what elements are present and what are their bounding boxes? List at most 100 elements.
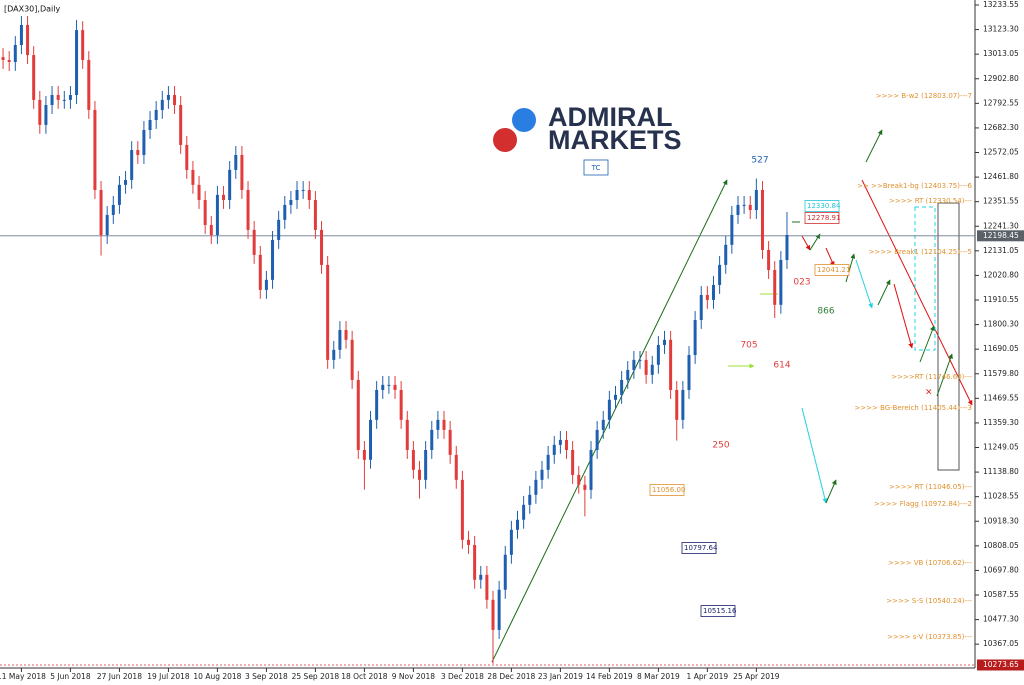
logo-text: MARKETS [548,125,682,155]
candle-body [344,330,348,340]
candle-body [405,419,409,450]
level-label: >>>> s-V (10373.85)--- [887,633,972,641]
annotation: 10797.64 [684,544,718,552]
badge: TC [591,164,601,172]
y-tick-label: 11690.05 [983,344,1019,353]
candle-body [675,389,679,420]
level-label: >>>> VB (10706.62)--- [888,559,972,567]
candle-body [332,349,336,360]
y-tick-label: 11579.80 [983,369,1019,378]
y-tick-label: 11249.05 [983,443,1019,452]
candle-body [1,57,5,60]
zone-box [937,202,960,471]
zone-box [914,206,936,351]
candle-body [215,194,219,236]
candle-body [693,319,697,355]
annotation-box [649,484,685,496]
arrow [801,407,828,504]
candle-body [436,419,440,430]
candle-body [7,59,11,62]
candle-body [381,384,385,390]
candle-body [583,484,587,490]
x-tick-label: 1 Apr 2019 [687,672,729,681]
candle-body [393,384,397,390]
candle-body [516,519,520,530]
candle-body [320,229,324,265]
candle-body [503,554,507,590]
y-tick-label: 12351.55 [983,197,1019,206]
candle-body [283,204,287,220]
candle-body [705,295,709,300]
candle-body [228,169,232,201]
candle-body [271,239,275,280]
candle-body [289,200,293,205]
candle-body [313,200,317,230]
candle-body [650,364,654,375]
low-line-label: 10273.65 [983,660,1019,669]
y-tick-label: 12792.55 [983,98,1019,107]
candle-body [375,389,379,420]
candle-body [620,379,624,395]
x-tick-label: 9 Nov 2018 [392,672,435,681]
annotation: 12041.21 [817,266,850,274]
candle-body [626,369,630,380]
candle-body [522,504,526,520]
candle-body [111,204,115,215]
candle-body [448,429,452,455]
badge-box [583,159,609,176]
candle-body [638,359,642,361]
y-tick-label: 10918.30 [983,516,1019,525]
x-tick-label: 25 Sep 2018 [292,672,340,681]
candle-body [454,454,458,480]
y-tick-label: 13123.30 [983,25,1019,34]
candle-body [117,184,121,205]
level-label: >>>> Flagg (10972.84)---2 [874,500,972,508]
candle-body [209,224,213,236]
candle-body [173,94,177,106]
candle-body [571,449,575,475]
candle-body [32,55,36,100]
candle-body [277,219,281,240]
candle-body [565,439,569,450]
arrow [825,479,837,504]
arrow [919,325,935,363]
y-tick-label: 12902.80 [983,74,1019,83]
candle-body [607,399,611,420]
candle-body [497,589,501,630]
candle-body [534,479,538,495]
candle-body [467,539,471,545]
candle-body [540,469,544,480]
arrow [936,353,953,397]
x-tick-label: 5 Jun 2018 [50,672,91,681]
candle-body [399,389,403,420]
candle-body [485,574,489,600]
annotation: 12278.91 [807,214,840,222]
candle-body [301,189,305,191]
annotation: 023 [793,278,810,288]
arrow [877,279,891,306]
candle-body [87,59,91,110]
y-tick-label: 11138.80 [983,467,1019,476]
candle-body [742,204,746,206]
candle-body [185,144,189,170]
price-label-bg [977,659,1024,671]
watermark-logo: ADMIRAL MARKETS [493,102,682,155]
candle-body [240,154,244,190]
candle-body [369,419,373,460]
candle-body [222,194,226,201]
candle-body [711,284,715,300]
candle-body [234,154,238,170]
candle-body [656,344,660,365]
candle-body [577,474,581,485]
annotation-box [814,264,850,276]
x-tick-label: 3 Dec 2018 [441,672,484,681]
candle-body [148,119,152,130]
x-tick-label: 19 Jul 2018 [147,672,190,681]
annotation-box [700,605,736,617]
candle-body [491,599,495,630]
y-tick-label: 10697.80 [983,565,1019,574]
cross-mark: × [925,388,933,398]
candle-body [528,494,532,505]
